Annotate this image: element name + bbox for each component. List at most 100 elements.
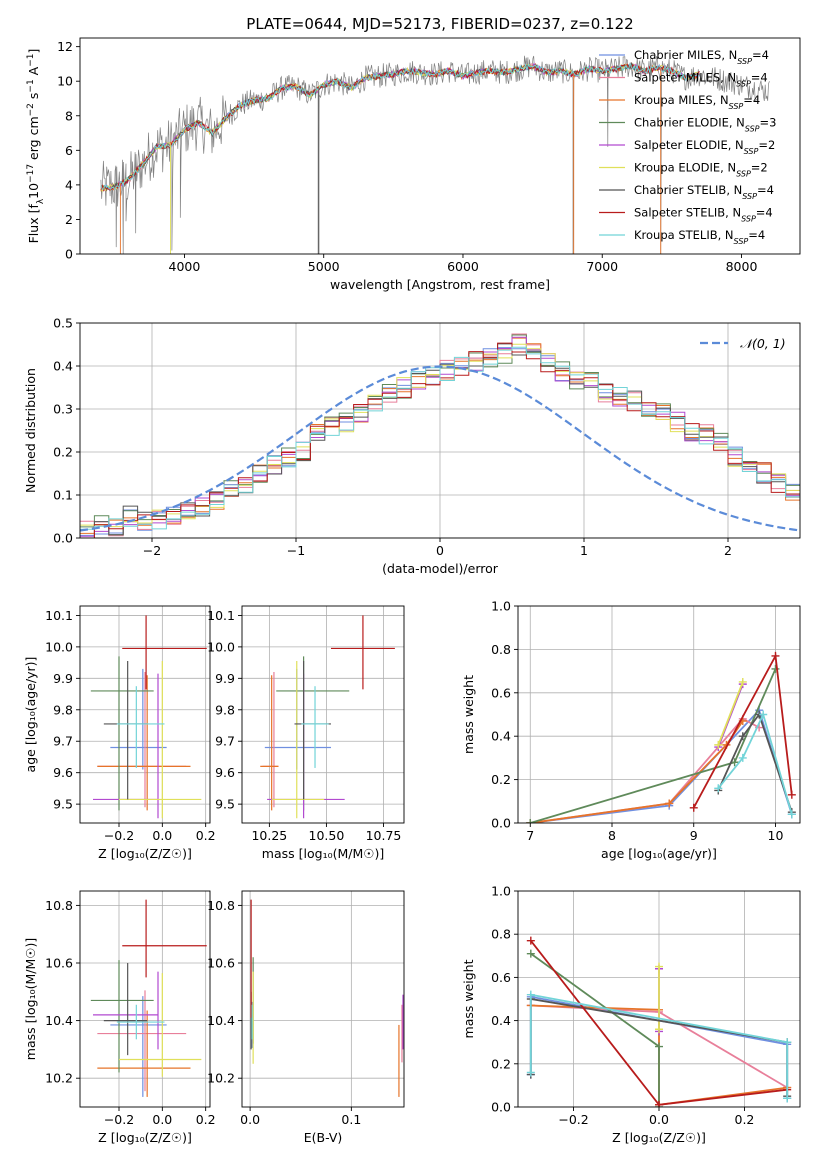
y-tick-label: 4 <box>65 177 73 192</box>
data-spectrum-line <box>100 55 770 254</box>
y-tick-label: 10 <box>57 74 73 89</box>
data-point-marker <box>771 664 780 673</box>
figure-title: PLATE=0644, MJD=52173, FIBERID=0237, z=0… <box>246 15 633 33</box>
model-spectrum-line <box>100 62 701 192</box>
data-point-marker <box>655 1025 663 1034</box>
y-tick-label: 9.9 <box>53 671 73 686</box>
data-point-marker <box>665 799 674 808</box>
y-tick-label: 2 <box>65 212 73 227</box>
data-point-marker <box>655 1042 663 1051</box>
y-tick-label: 0.0 <box>53 531 73 546</box>
y-tick-label: 10.2 <box>45 1071 73 1086</box>
x-tick-label: 10.75 <box>366 828 402 843</box>
residuals-plot-area <box>80 323 800 538</box>
x-axis-label: (data-model)/error <box>382 561 499 576</box>
x-tick-label: 0.0 <box>649 1112 669 1127</box>
legend-label-base: Salpeter STELIB, N <box>634 206 741 220</box>
y-tick-label: 0.2 <box>53 445 73 460</box>
y-axis-label-part: s <box>26 93 41 104</box>
x-tick-label: −1 <box>287 543 305 558</box>
histogram-step-line <box>80 346 800 530</box>
mass-weight-vs-age-frame <box>517 605 801 824</box>
data-point-marker <box>738 732 747 741</box>
y-tick-label: 9.9 <box>215 671 235 686</box>
y-tick-label: 6 <box>65 143 73 158</box>
y-tick-label: 10.1 <box>45 608 73 623</box>
y-tick-label: 10.8 <box>45 898 73 913</box>
spectrum-plot-area <box>100 55 770 254</box>
series-line <box>717 711 793 815</box>
x-tick-label: −0.2 <box>104 828 134 843</box>
data-point-marker <box>655 1100 663 1107</box>
legend-label-base: Chabrier ELODIE, N <box>634 116 745 130</box>
y-axis-label-part: λ <box>36 198 46 204</box>
x-tick-label: 0.0 <box>240 1112 260 1127</box>
legend-label: Chabrier STELIB, NSSP=4 <box>634 183 774 201</box>
y-tick-label: 10.2 <box>207 1071 235 1086</box>
y-tick-label: 12 <box>57 39 73 54</box>
legend-label-base: Kroupa ELODIE, N <box>634 161 736 175</box>
legend-label-base: Salpeter MILES, N <box>634 71 736 85</box>
mass-vs-Z-panel: −0.2 0.0 0.2 10.2 10.4 10.6 10.8 Z [log₁₀(Z/Z☉)… <box>23 890 216 1145</box>
legend-label: Salpeter ELODIE, NSSP=2 <box>634 138 775 156</box>
x-tick-label: −0.2 <box>558 1112 588 1127</box>
y-axis-label: age [log₁₀(age/yr)] <box>23 657 38 773</box>
age-vs-mass-panel: 10.25 10.50 10.75 9.5 9.6 9.7 9.8 9.9 10.0 10.1 ma… <box>207 605 405 861</box>
mass-weight-vs-Z-panel: −0.2 0.0 0.2 0.0 0.2 0.4 0.6 0.8 1.0 Z [log₁₀(Z/Z… <box>461 884 801 1145</box>
y-axis-label: mass weight <box>461 675 476 754</box>
age-vs-Z-plot-area <box>80 606 210 823</box>
x-axis-label: Z [log₁₀(Z/Z☉)] <box>98 1130 192 1145</box>
legend-label-suffix: =2 <box>758 138 775 152</box>
legend-label-sub: SSP <box>742 192 757 201</box>
x-tick-label: −0.2 <box>104 1112 134 1127</box>
x-tick-label: 0.0 <box>152 828 172 843</box>
y-tick-label: 9.7 <box>53 734 73 749</box>
x-axis-label: Z [log₁₀(Z/Z☉)] <box>98 846 192 861</box>
y-tick-label: 0 <box>65 247 73 262</box>
series-line <box>530 708 793 823</box>
y-tick-label: 0.8 <box>491 642 511 657</box>
y-axis-label-part: −2 <box>26 103 36 116</box>
y-tick-label: 0.0 <box>491 1100 511 1115</box>
age-vs-mass-frame <box>241 605 405 824</box>
legend-label-base: Kroupa STELIB, N <box>634 228 734 242</box>
y-tick-label: 1.0 <box>491 599 511 614</box>
x-tick-label: 1 <box>580 543 588 558</box>
y-tick-label: 10.6 <box>207 956 235 971</box>
residuals-panel: −2 −1 0 1 2 0.0 0.1 0.2 0.3 0.4 0.5 (data-model)/er… <box>23 316 801 576</box>
legend-label-sub: SSP <box>744 147 759 156</box>
y-axis-label: mass weight <box>461 959 476 1038</box>
legend-label: Salpeter STELIB, NSSP=4 <box>634 206 773 224</box>
legend-label: Chabrier ELODIE, NSSP=3 <box>634 116 776 134</box>
legend-label-suffix: =3 <box>760 116 777 130</box>
y-tick-label: 10.0 <box>45 639 73 654</box>
y-tick-label: 8 <box>65 108 73 123</box>
y-tick-label: 10.4 <box>45 1013 73 1028</box>
y-axis-label-part: −17 <box>26 164 36 183</box>
x-axis-label: Z [log₁₀(Z/Z☉)] <box>612 1130 706 1145</box>
data-point-marker <box>655 962 663 971</box>
legend-label-sub: SSP <box>729 102 744 111</box>
y-axis-label: Normed distribution <box>23 368 38 493</box>
x-tick-label: 8000 <box>726 259 758 274</box>
mass-vs-ebv-panel: 0.0 0.1 10.2 10.4 10.6 10.8 E(B-V) <box>207 890 405 1145</box>
model-spectrum-line <box>100 61 700 191</box>
y-tick-label: 0.5 <box>53 316 73 331</box>
y-axis-label-part: ] <box>26 49 41 54</box>
data-point-marker <box>738 677 747 686</box>
mass-weight-vs-Z-plot-area <box>518 891 800 1107</box>
data-point-marker <box>783 1038 792 1047</box>
y-tick-label: 0.4 <box>53 359 73 374</box>
series-line <box>529 993 789 1099</box>
x-tick-label: 5000 <box>308 259 340 274</box>
y-tick-label: 9.6 <box>53 765 73 780</box>
mass-vs-Z-plot-area <box>80 891 210 1107</box>
y-axis-label: mass [log₁₀(M/M☉)] <box>23 938 38 1060</box>
legend-label-base: Chabrier STELIB, N <box>634 183 742 197</box>
y-tick-label: 0.2 <box>491 1056 511 1071</box>
legend-label-sub: SSP <box>734 237 749 246</box>
y-tick-label: 9.5 <box>53 797 73 812</box>
data-point-marker <box>787 810 796 819</box>
y-tick-label: 9.5 <box>215 797 235 812</box>
